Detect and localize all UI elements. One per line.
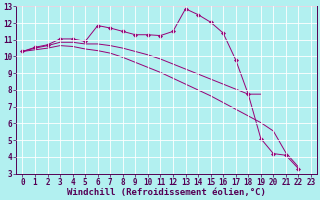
X-axis label: Windchill (Refroidissement éolien,°C): Windchill (Refroidissement éolien,°C) bbox=[67, 188, 266, 197]
